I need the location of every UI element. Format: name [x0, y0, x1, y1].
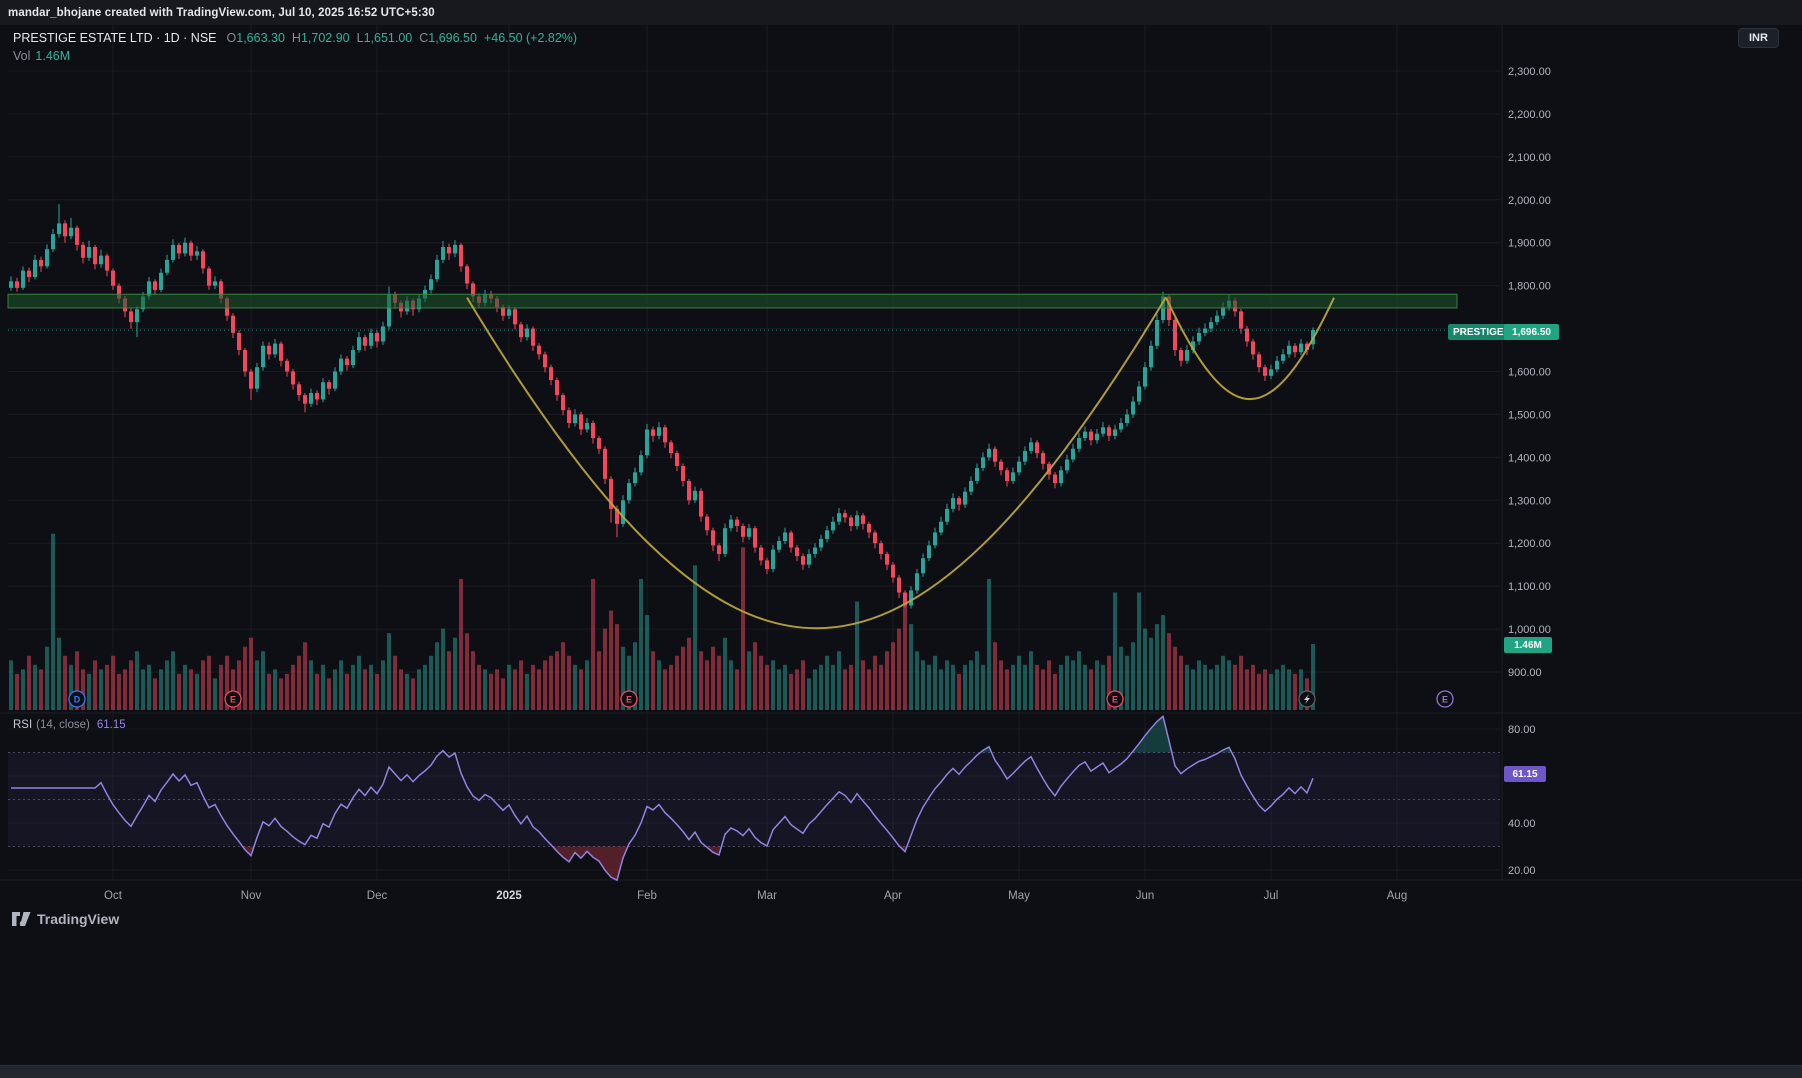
svg-text:Aug: Aug: [1387, 890, 1407, 902]
svg-text:1,900.00: 1,900.00: [1508, 238, 1551, 250]
svg-text:1,600.00: 1,600.00: [1508, 367, 1551, 379]
time-axis[interactable]: Oct Nov Dec 2025 Feb Mar Apr May Jun Jul Aug: [104, 890, 1407, 902]
svg-text:40.00: 40.00: [1508, 818, 1536, 830]
change-value: +46.50 (+2.82%): [483, 31, 578, 45]
volume-legend: Vol 1.46M: [13, 49, 70, 63]
earnings-marker[interactable]: E: [1106, 690, 1124, 708]
close-value: 1,696.50: [428, 31, 477, 45]
attribution-bar: mandar_bhojane created with TradingView.…: [0, 0, 1802, 25]
rsi-value: 61.15: [96, 719, 126, 731]
low-label: L: [356, 31, 364, 45]
tradingview-footer[interactable]: TradingView: [12, 911, 119, 927]
flash-event-icon[interactable]: [1298, 690, 1316, 708]
symbol-legend: PRESTIGE ESTATE LTD · 1D · NSE O 1,663.30 H…: [13, 31, 584, 45]
candlestick-series: [9, 204, 1315, 609]
svg-text:Jun: Jun: [1136, 890, 1155, 902]
svg-text:1,300.00: 1,300.00: [1508, 495, 1551, 507]
svg-text:2,200.00: 2,200.00: [1508, 109, 1551, 121]
svg-text:Mar: Mar: [757, 890, 777, 902]
earnings-upcoming-marker[interactable]: E: [1436, 690, 1454, 708]
cup-and-handle-drawing[interactable]: [466, 296, 1335, 629]
low-value: 1,651.00: [363, 31, 413, 45]
grid-lines: [8, 25, 1500, 880]
svg-text:2025: 2025: [496, 890, 522, 902]
price-axis[interactable]: 2,300.00 2,200.00 2,100.00 2,000.00 1,900.00…: [1508, 66, 1551, 679]
volume-value: 1.46M: [35, 49, 71, 63]
tradingview-logo-icon: [12, 912, 31, 926]
rsi-line: [11, 715, 1314, 882]
close-label: C: [419, 31, 429, 45]
open-label: O: [226, 31, 237, 45]
svg-text:2,300.00: 2,300.00: [1508, 66, 1551, 78]
svg-text:Dec: Dec: [367, 890, 388, 902]
earnings-marker[interactable]: E: [224, 690, 242, 708]
resistance-zone[interactable]: [7, 293, 1458, 309]
svg-text:E: E: [1442, 695, 1448, 705]
svg-text:20.00: 20.00: [1508, 865, 1536, 877]
symbol-price-flag-name[interactable]: PRESTIGE: [1448, 324, 1509, 340]
rsi-legend: RSI (14, close) 61.15: [13, 719, 126, 731]
svg-text:1,400.00: 1,400.00: [1508, 452, 1551, 464]
attribution-text: mandar_bhojane created with TradingView.…: [8, 6, 435, 19]
dividend-marker[interactable]: D: [68, 690, 86, 708]
svg-text:May: May: [1008, 890, 1030, 902]
currency-toggle-button[interactable]: INR: [1738, 28, 1779, 48]
open-value: 1,663.30: [236, 31, 285, 45]
svg-text:1,500.00: 1,500.00: [1508, 409, 1551, 421]
rsi-value-flag[interactable]: 61.15: [1504, 766, 1546, 782]
horizontal-scrollbar[interactable]: [0, 1065, 1802, 1078]
svg-text:900.00: 900.00: [1508, 667, 1542, 679]
volume-label: Vol: [13, 49, 31, 63]
svg-text:80.00: 80.00: [1508, 724, 1536, 736]
svg-text:2,000.00: 2,000.00: [1508, 195, 1551, 207]
rsi-title[interactable]: RSI: [13, 719, 33, 731]
high-value: 1,702.90: [300, 31, 350, 45]
rsi-pane: [8, 715, 1500, 882]
svg-text:E: E: [230, 695, 236, 705]
svg-text:Nov: Nov: [241, 890, 262, 902]
svg-text:1,100.00: 1,100.00: [1508, 581, 1551, 593]
volume-flag[interactable]: 1.46M: [1504, 637, 1552, 653]
svg-text:1,000.00: 1,000.00: [1508, 624, 1551, 636]
tradingview-brand-text: TradingView: [37, 911, 120, 927]
earnings-marker[interactable]: E: [620, 690, 638, 708]
rsi-params: (14, close): [36, 719, 90, 731]
rsi-axis[interactable]: 80.00 40.00 20.00: [1508, 724, 1536, 877]
svg-text:Oct: Oct: [104, 890, 123, 902]
svg-text:E: E: [626, 695, 632, 705]
last-price-flag[interactable]: 1,696.50: [1504, 324, 1559, 340]
svg-text:Feb: Feb: [637, 890, 657, 902]
rsi-overbought-fill: [441, 716, 1232, 753]
svg-text:2,100.00: 2,100.00: [1508, 152, 1551, 164]
high-label: H: [291, 31, 301, 45]
symbol-title[interactable]: PRESTIGE ESTATE LTD · 1D · NSE: [13, 31, 217, 45]
volume-bars: [9, 533, 1315, 710]
svg-text:Jul: Jul: [1264, 890, 1279, 902]
svg-text:Apr: Apr: [884, 890, 902, 902]
svg-text:1,200.00: 1,200.00: [1508, 538, 1551, 550]
svg-text:1,800.00: 1,800.00: [1508, 281, 1551, 293]
svg-text:E: E: [1112, 695, 1118, 705]
svg-text:D: D: [74, 695, 81, 705]
